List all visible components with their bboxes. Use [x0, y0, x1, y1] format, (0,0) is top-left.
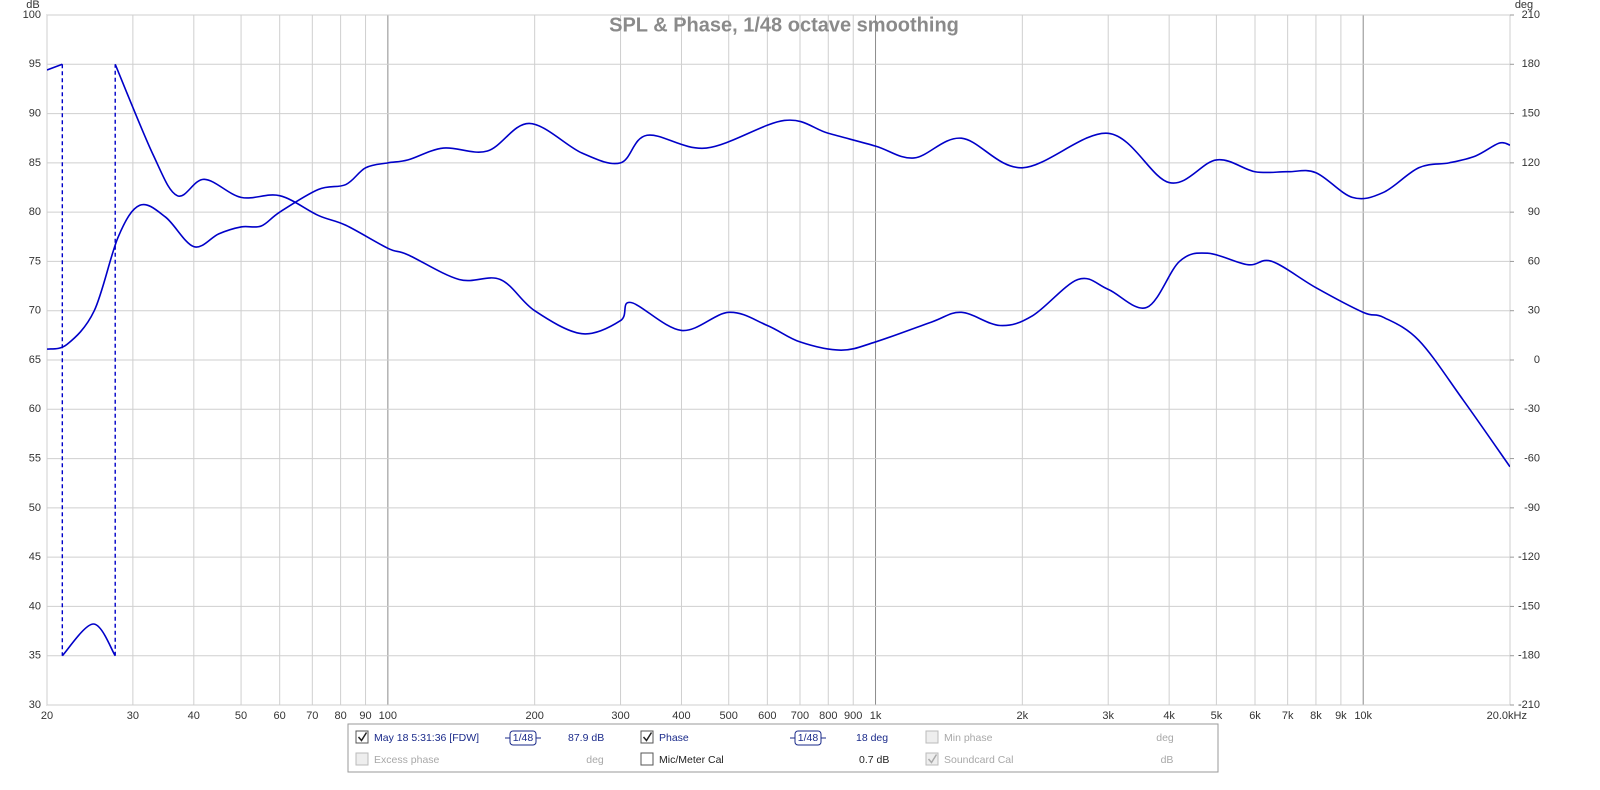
smoothing-label[interactable]: 1/48 [513, 732, 534, 744]
y-tick-label: 60 [29, 403, 41, 415]
x-tick-label: 500 [720, 710, 738, 722]
y-axis-unit: dB [26, 0, 39, 11]
y-tick-label: 80 [29, 206, 41, 218]
x-tick-label: 10k [1354, 710, 1372, 722]
y2-tick-label: 60 [1528, 255, 1540, 267]
legend-unit: deg [1156, 732, 1174, 744]
y2-tick-label: -210 [1518, 699, 1540, 711]
x-tick-label: 50 [235, 710, 247, 722]
x-tick-label: 20.0kHz [1487, 710, 1527, 722]
x-tick-label: 800 [819, 710, 837, 722]
y2-tick-label: 180 [1522, 58, 1540, 70]
y-tick-label: 70 [29, 305, 41, 317]
legend-value: 0.7 dB [859, 754, 889, 766]
y2-tick-label: -150 [1518, 600, 1540, 612]
x-tick-label: 3k [1102, 710, 1114, 722]
x-tick-label: 900 [844, 710, 862, 722]
y-tick-label: 75 [29, 255, 41, 267]
series-line [47, 63, 63, 71]
legend-box [347, 723, 1219, 773]
legend-unit: dB [1161, 754, 1174, 766]
smoothing-label[interactable]: 1/48 [798, 732, 819, 744]
x-tick-label: 20 [41, 710, 53, 722]
y-tick-label: 90 [29, 107, 41, 119]
smoothing-box[interactable] [790, 730, 826, 746]
y2-tick-label: -60 [1524, 452, 1540, 464]
smoothing-box[interactable] [505, 730, 541, 746]
x-tick-label: 9k [1335, 710, 1347, 722]
checkbox[interactable] [640, 730, 654, 744]
y2-tick-label: -180 [1518, 650, 1540, 662]
legend-value: 87.9 dB [568, 732, 604, 744]
y2-tick-label: -90 [1524, 502, 1540, 514]
legend-label[interactable]: May 18 5:31:36 [FDW] [374, 732, 479, 744]
checkbox[interactable] [640, 752, 654, 766]
x-tick-label: 300 [611, 710, 629, 722]
x-tick-label: 600 [758, 710, 776, 722]
y-tick-label: 50 [29, 502, 41, 514]
series-line [61, 623, 116, 657]
legend-label[interactable]: Mic/Meter Cal [659, 754, 724, 766]
lines [47, 63, 1510, 657]
legend-label[interactable]: Min phase [944, 732, 993, 744]
x-tick-label: 200 [525, 710, 543, 722]
legend-label[interactable]: Soundcard Cal [944, 754, 1013, 766]
x-tick-label: 7k [1282, 710, 1294, 722]
checkbox[interactable] [355, 730, 369, 744]
x-tick-label: 90 [359, 710, 371, 722]
grid [46, 14, 1511, 706]
y-tick-label: 55 [29, 452, 41, 464]
legend-value: 18 deg [856, 732, 888, 744]
y2-tick-label: -120 [1518, 551, 1540, 563]
chart-title: SPL & Phase, 1/48 octave smoothing [609, 14, 959, 36]
y-tick-label: 85 [29, 157, 41, 169]
y-tick-label: 45 [29, 551, 41, 563]
legend-label[interactable]: Excess phase [374, 754, 440, 766]
x-tick-label: 70 [306, 710, 318, 722]
y2-tick-label: -30 [1524, 403, 1540, 415]
y-tick-label: 40 [29, 600, 41, 612]
x-tick-label: 80 [334, 710, 346, 722]
x-tick-label: 100 [379, 710, 397, 722]
series-line [114, 63, 1510, 468]
x-tick-label: 60 [274, 710, 286, 722]
legend-label[interactable]: Phase [659, 732, 689, 744]
y2-tick-label: 0 [1534, 354, 1540, 366]
checkbox[interactable] [925, 730, 939, 744]
checkbox[interactable] [355, 752, 369, 766]
y2-tick-label: 30 [1528, 305, 1540, 317]
y2-tick-label: 90 [1528, 206, 1540, 218]
x-tick-label: 700 [791, 710, 809, 722]
x-tick-label: 5k [1211, 710, 1223, 722]
y2-tick-label: 120 [1522, 157, 1540, 169]
legend-panel: May 18 5:31:36 [FDW] 1/48 87.9 dB Phase … [347, 723, 1219, 773]
x-tick-label: 1k [870, 710, 882, 722]
y2-axis-unit: deg [1515, 0, 1533, 11]
x-tick-label: 4k [1163, 710, 1175, 722]
legend-unit: deg [586, 754, 604, 766]
x-tick-label: 8k [1310, 710, 1322, 722]
x-tick-label: 400 [672, 710, 690, 722]
y-tick-label: 35 [29, 650, 41, 662]
y-tick-label: 95 [29, 58, 41, 70]
x-tick-label: 6k [1249, 710, 1261, 722]
x-tick-label: 30 [127, 710, 139, 722]
y2-tick-label: 210 [1522, 9, 1540, 21]
series-line [47, 119, 1510, 350]
x-tick-label: 40 [188, 710, 200, 722]
x-tick-label: 2k [1017, 710, 1029, 722]
y-tick-label: 30 [29, 699, 41, 711]
y-tick-label: 100 [23, 9, 41, 21]
checkbox[interactable] [925, 752, 939, 766]
y-tick-label: 65 [29, 354, 41, 366]
y2-tick-label: 150 [1522, 107, 1540, 119]
